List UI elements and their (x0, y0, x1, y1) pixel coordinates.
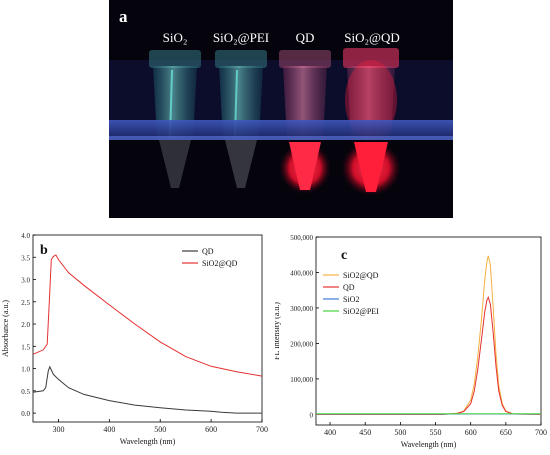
x-tick-label: 600 (465, 428, 477, 437)
y-tick-label: 400,000 (290, 269, 313, 277)
tube-label-sio2-qd: SiO₂@QD (344, 30, 400, 45)
tube-label-qd: QD (296, 30, 315, 45)
x-tick-label: 700 (256, 425, 268, 434)
y-tick-label: 2.5 (21, 299, 30, 307)
y-tick-label: 3.0 (21, 277, 30, 285)
y-tick-label: 2.0 (21, 321, 30, 329)
y-axis-label: FL Intensity (a.u.) (275, 302, 281, 360)
x-tick-label: 500 (394, 428, 406, 437)
y-tick-label: 0.5 (21, 388, 30, 396)
x-tick-label: 400 (324, 428, 336, 437)
x-tick-label: 650 (500, 428, 512, 437)
legend-label-1: SiO2@QD (202, 259, 238, 268)
x-axis-label: Wavelength (nm) (120, 437, 176, 446)
panel-letter-a: a (119, 7, 128, 26)
x-tick-label: 450 (359, 428, 371, 437)
tube-label-sio2: SiO₂ (163, 30, 188, 45)
y-tick-label: 0.0 (21, 410, 30, 418)
panel-letter: c (341, 248, 347, 263)
x-tick-label: 400 (103, 425, 115, 434)
series-line-1 (316, 295, 542, 415)
y-tick-label: 3.5 (21, 254, 30, 262)
x-tick-label: 600 (205, 425, 217, 434)
panel-letter: b (40, 243, 48, 258)
plot-frame (32, 234, 263, 423)
legend-label-0: QD (202, 247, 214, 256)
y-tick-label: 0 (310, 411, 314, 419)
x-tick-label: 300 (52, 425, 64, 434)
y-tick-label: 4.0 (21, 232, 30, 240)
x-axis-label: Wavelength (nm) (401, 440, 457, 449)
x-tick-label: 500 (154, 425, 166, 434)
tube-photograph: a SiO₂ SiO₂@PEI QD SiO₂@QD (109, 0, 453, 218)
legend-label-1: QD (343, 283, 355, 292)
y-tick-label: 200,000 (290, 340, 313, 348)
y-tick-label: 500,000 (290, 234, 313, 242)
y-tick-label: 100,000 (290, 376, 313, 384)
y-tick-label: 300,000 (290, 305, 313, 313)
legend-label-2: SiO2 (343, 295, 359, 304)
tube-label-sio2-pei: SiO₂@PEI (213, 30, 269, 45)
series-line-1 (32, 254, 263, 377)
y-axis-label: Absorbance (a.u.) (1, 300, 10, 357)
legend-label-0: SiO2@QD (343, 271, 379, 280)
y-tick-label: 1.5 (21, 343, 30, 351)
legend-label-3: SiO2@PEI (343, 307, 379, 316)
absorbance-chart: 300 400 500 600 700 0.0 0.5 1.0 1.5 2.0 2.5 3.0 3.5 4… (1, 232, 268, 446)
fluorescence-chart: 400 450 500 550 600 650 700 0 100,000 200,000 300,… (275, 234, 547, 449)
plot-frame (315, 236, 542, 426)
tube-rack (109, 120, 453, 140)
y-tick-label: 1.0 (21, 366, 30, 374)
x-tick-label: 550 (430, 428, 442, 437)
series-line-0 (32, 365, 262, 414)
x-tick-label: 700 (535, 428, 547, 437)
